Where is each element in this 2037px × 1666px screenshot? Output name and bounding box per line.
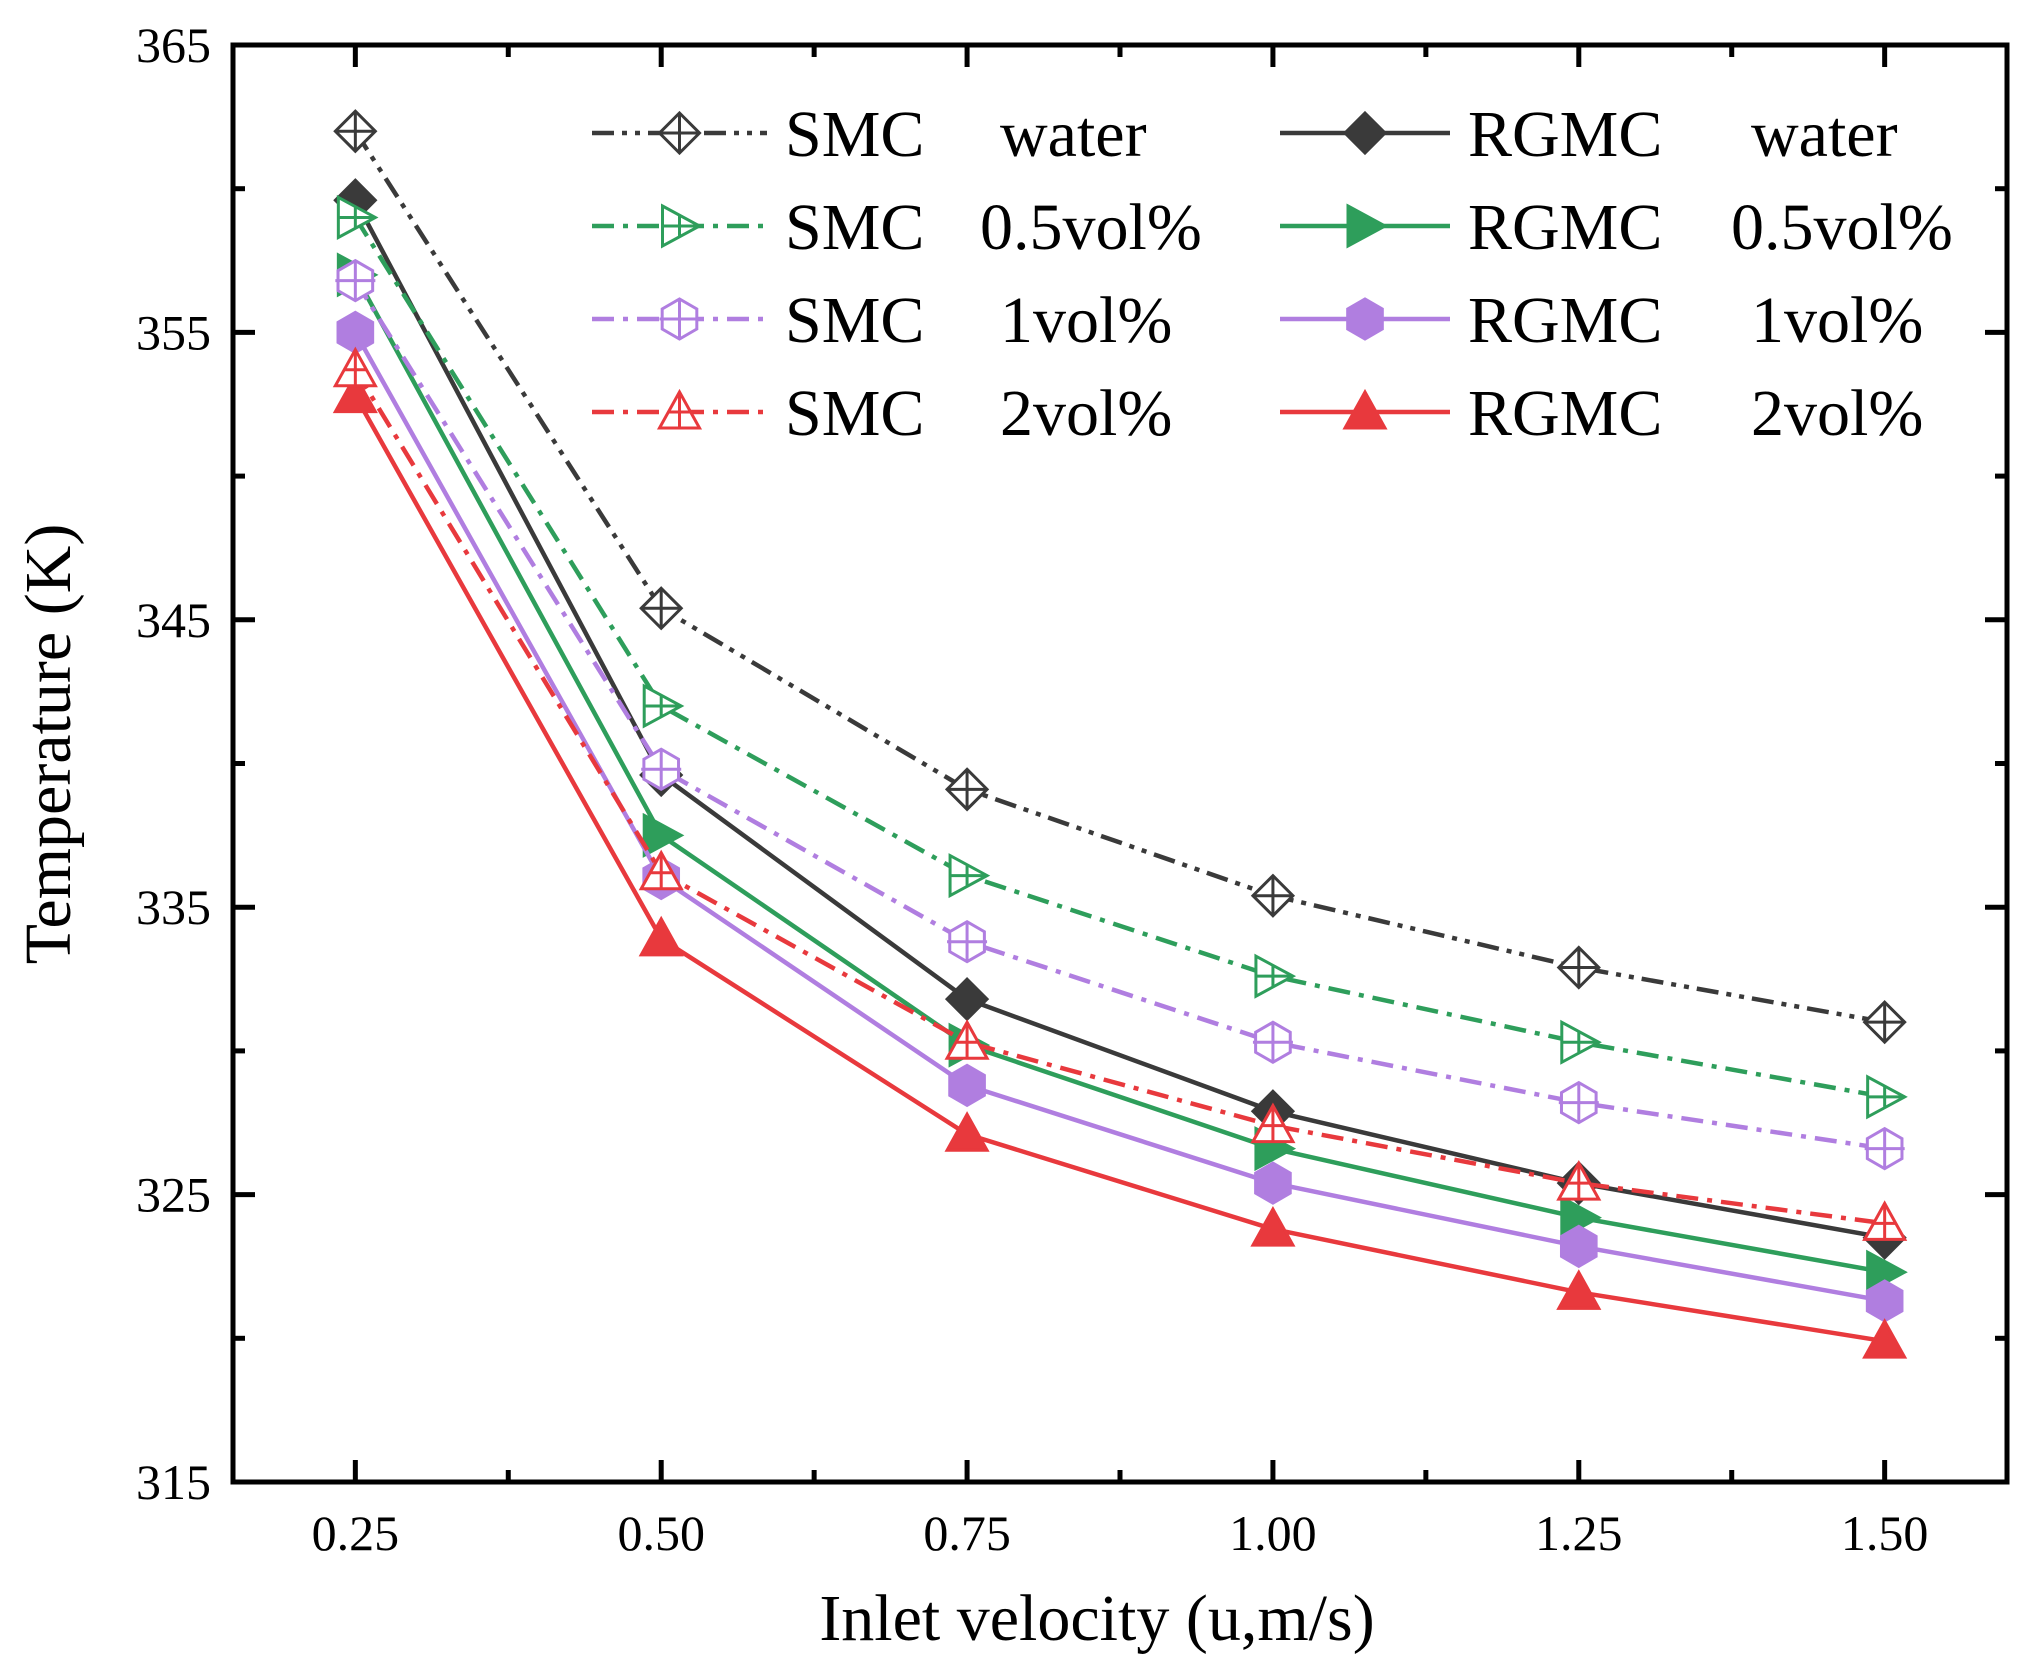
legend-label-name: SMC <box>785 377 924 450</box>
legend-entry-rgmc-water: RGMC water <box>1280 98 1898 171</box>
data-point-rgmc-2volpct <box>1556 1269 1602 1310</box>
data-point-rgmc-0-5volpct <box>642 812 685 858</box>
legend-label-name: SMC <box>785 98 924 171</box>
plot-content <box>332 109 1908 1359</box>
legend-label-value: 1vol% <box>1751 284 1923 357</box>
legend-marker <box>1346 297 1384 341</box>
data-point-rgmc-1volpct <box>336 310 375 355</box>
legend-entry-rgmc-1volpct: RGMC 1vol% <box>1280 284 1923 357</box>
legend-marker <box>1342 110 1388 156</box>
legend-label-value: water <box>1751 98 1898 171</box>
legend-entry-smc-2volpct: SMC 2vol% <box>592 377 1172 450</box>
y-tick-label: 345 <box>136 592 211 648</box>
series-line-smc-0-5volpct <box>353 216 1886 1100</box>
legend-entry-smc-0-5volpct: SMC 0.5vol% <box>592 191 1202 264</box>
series-smc-water <box>333 109 1907 1045</box>
legend-label-value: 0.5vol% <box>980 191 1202 264</box>
data-point-rgmc-1volpct <box>1865 1279 1904 1323</box>
data-point-rgmc-1volpct <box>1559 1224 1598 1269</box>
y-tick-label: 335 <box>136 879 211 935</box>
legend-label-value: 2vol% <box>1751 377 1923 450</box>
legend-label-value: 2vol% <box>1000 377 1172 450</box>
series-line-rgmc-2volpct <box>353 394 1886 1344</box>
series-smc-2volpct <box>332 346 1908 1241</box>
x-tick-label: 0.25 <box>312 1505 400 1561</box>
series-line-smc-water <box>353 130 1886 1025</box>
series-rgmc-1volpct <box>336 310 1904 1323</box>
data-point-rgmc-1volpct <box>948 1063 986 1108</box>
legend-entry-rgmc-0-5volpct: RGMC 0.5vol% <box>1280 191 1953 264</box>
data-point-rgmc-water <box>944 977 990 1022</box>
legend-label-name: RGMC <box>1468 377 1662 450</box>
legend-entry-rgmc-2volpct: RGMC 2vol% <box>1280 377 1923 450</box>
y-tick-label: 365 <box>136 17 211 73</box>
series-line-rgmc-0-5volpct <box>353 273 1886 1275</box>
data-point-rgmc-2volpct <box>944 1111 990 1152</box>
legend-marker <box>1342 388 1388 430</box>
data-point-rgmc-1volpct <box>1254 1161 1292 1205</box>
data-point-rgmc-2volpct <box>332 372 378 414</box>
y-tick-label: 355 <box>136 304 211 360</box>
legend: SMC water SMC 0.5vol% SMC 1vol% SMC 2vol% RGMC wa… <box>592 98 1953 450</box>
legend-label-name: RGMC <box>1468 98 1662 171</box>
data-point-rgmc-2volpct <box>1862 1318 1908 1359</box>
x-axis-title: Inlet velocity (u,m/s) <box>819 1582 1374 1655</box>
legend-entry-smc-1volpct: SMC 1vol% <box>592 284 1172 357</box>
legend-label-value: 1vol% <box>1000 284 1172 357</box>
x-tick-label: 1.00 <box>1229 1505 1317 1561</box>
legend-label-name: SMC <box>785 191 924 264</box>
data-point-rgmc-2volpct <box>1250 1205 1296 1247</box>
y-tick-label: 325 <box>136 1167 211 1223</box>
axes: 315 325 335 345 355 365 0.25 0.50 0.75 1.00 1.25 1.… <box>136 17 2010 1561</box>
legend-label-name: SMC <box>785 284 924 357</box>
series-line-rgmc-1volpct <box>353 331 1886 1304</box>
data-point-rgmc-2volpct <box>638 915 684 957</box>
y-tick-label: 315 <box>136 1454 211 1510</box>
series-smc-0-5volpct <box>336 194 1908 1120</box>
x-tick-label: 1.50 <box>1841 1505 1929 1561</box>
series-line-smc-1volpct <box>353 279 1885 1151</box>
legend-marker <box>1346 203 1389 249</box>
x-tick-label: 0.50 <box>617 1505 705 1561</box>
series-line-smc-2volpct <box>353 368 1885 1226</box>
x-tick-label: 0.75 <box>923 1505 1011 1561</box>
legend-label-name: RGMC <box>1468 284 1662 357</box>
x-tick-label: 1.25 <box>1535 1505 1623 1561</box>
series-smc-1volpct <box>335 258 1905 1171</box>
y-axis-title: Temperature (K) <box>12 524 85 965</box>
legend-label-value: water <box>1000 98 1147 171</box>
legend-entry-smc-water: SMC water <box>592 98 1147 171</box>
series-line-rgmc-water <box>353 199 1886 1240</box>
legend-label-name: RGMC <box>1468 191 1662 264</box>
legend-label-value: 0.5vol% <box>1731 191 1953 264</box>
series-rgmc-2volpct <box>332 372 1908 1359</box>
